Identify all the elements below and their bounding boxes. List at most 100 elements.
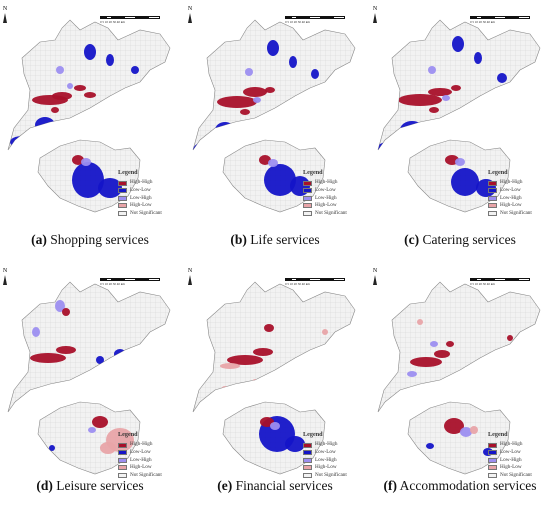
north-label: N — [372, 6, 378, 12]
cluster-patch — [26, 409, 34, 415]
cluster-patch — [92, 416, 108, 428]
legend-label: High-High — [315, 441, 338, 448]
legend-label: Not Significant — [315, 209, 347, 216]
legend-item: High-Low — [303, 464, 347, 472]
cluster-patch — [429, 107, 439, 113]
cluster-patch — [131, 66, 139, 74]
cluster-patch — [446, 341, 454, 347]
cluster-patch — [301, 361, 309, 371]
scale-ticks: 0 5 10 20 30 40 km — [100, 19, 125, 24]
legend-label: Low-High — [500, 456, 522, 463]
upper-district-outline — [192, 19, 356, 151]
cluster-patch — [430, 341, 438, 347]
legend-swatch — [118, 195, 127, 201]
panel-letter: (f) — [383, 478, 398, 493]
panel-caption: (e) Financial services — [185, 478, 365, 494]
upper-district-outline — [377, 19, 541, 151]
cluster-patch — [245, 68, 253, 76]
north-label: N — [2, 268, 8, 274]
cluster-patch — [428, 66, 436, 74]
north-arrow-icon: N — [185, 6, 195, 23]
legend-swatch — [488, 203, 497, 209]
legend-label: Not Significant — [130, 471, 162, 478]
legend-swatch — [118, 442, 127, 448]
panel-caption: (f) Accommodation services — [370, 478, 550, 494]
study-area-map — [192, 281, 356, 475]
legend-label: High-Low — [315, 202, 337, 209]
legend-swatch — [303, 450, 312, 456]
cluster-patch — [62, 308, 70, 316]
cluster-patch — [410, 357, 442, 367]
legend-swatch — [303, 457, 312, 463]
panel-title: Accommodation services — [397, 478, 537, 493]
legend-item: Low-Low — [488, 449, 532, 457]
cluster-patch — [434, 350, 450, 358]
legend-item: Not Significant — [118, 210, 162, 218]
north-label: N — [372, 268, 378, 274]
legend-item: High-High — [303, 179, 347, 187]
legend-swatch — [118, 180, 127, 186]
legend-title: Legend — [118, 169, 138, 176]
study-area-map — [7, 281, 171, 475]
study-area-map — [377, 19, 541, 213]
legend-label: Low-Low — [130, 448, 151, 455]
cluster-patch — [270, 422, 280, 430]
north-arrow-icon: N — [0, 6, 10, 23]
legend-swatch — [303, 203, 312, 209]
panel-letter: (d) — [36, 478, 53, 493]
study-area-map — [192, 19, 356, 213]
legend-label: Low-Low — [315, 448, 336, 455]
panel-caption: (b) Life services — [185, 232, 365, 248]
map-panel-3: N 0 5 10 20 30 40 km Legend High-High Low-Lo… — [370, 0, 550, 260]
legend-label: High-High — [315, 179, 338, 186]
legend-label: Low-Low — [500, 448, 521, 455]
cluster-patch — [84, 92, 96, 98]
cluster-patch — [268, 159, 278, 167]
upper-district-outline — [192, 281, 356, 413]
legend-item: Low-Low — [118, 187, 162, 195]
legend-item: Low-High — [118, 456, 162, 464]
cluster-patch — [253, 97, 261, 103]
cluster-patch — [452, 36, 464, 52]
north-arrow-icon: N — [370, 6, 380, 23]
legend-swatch — [488, 472, 497, 478]
map-legend: Legend High-High Low-Low Low-High High-Low No… — [488, 169, 532, 218]
cluster-patch — [32, 327, 40, 337]
legend-item: Low-High — [488, 194, 532, 202]
legend-label: Low-High — [500, 194, 522, 201]
legend-item: Not Significant — [488, 210, 532, 218]
cluster-patch — [395, 397, 401, 403]
legend-item: High-Low — [488, 202, 532, 210]
cluster-patch — [470, 426, 478, 434]
cluster-patch — [35, 117, 55, 133]
scale-ticks: 0 5 10 20 30 40 km — [470, 19, 495, 24]
cluster-patch — [253, 348, 273, 356]
legend-title: Legend — [303, 431, 323, 438]
legend-item: High-High — [303, 441, 347, 449]
legend-swatch — [118, 465, 127, 471]
cluster-patch — [322, 329, 328, 335]
cluster-patch — [259, 155, 271, 165]
legend-item: Not Significant — [488, 472, 532, 480]
cluster-patch — [81, 158, 91, 166]
cluster-patch — [417, 319, 423, 325]
legend-item: High-Low — [303, 202, 347, 210]
cluster-patch — [442, 95, 450, 101]
legend-label: High-Low — [500, 464, 522, 471]
cluster-patch — [227, 355, 263, 365]
cluster-patch — [240, 109, 250, 115]
map-panel-4: N 0 5 10 20 30 40 km Legend High-High Low-Lo… — [0, 262, 180, 522]
legend-label: Not Significant — [500, 209, 532, 216]
north-label: N — [2, 6, 8, 12]
legend-label: Low-Low — [315, 186, 336, 193]
legend-swatch — [488, 457, 497, 463]
cluster-patch — [311, 354, 319, 362]
cluster-patch — [14, 430, 22, 438]
legend-swatch — [303, 210, 312, 216]
legend-label: Low-High — [315, 194, 337, 201]
map-legend: Legend High-High Low-Low Low-High High-Low No… — [303, 431, 347, 479]
cluster-patch — [426, 443, 434, 449]
cluster-patch — [72, 155, 84, 165]
study-area-map — [377, 281, 541, 475]
cluster-patch — [474, 52, 482, 64]
